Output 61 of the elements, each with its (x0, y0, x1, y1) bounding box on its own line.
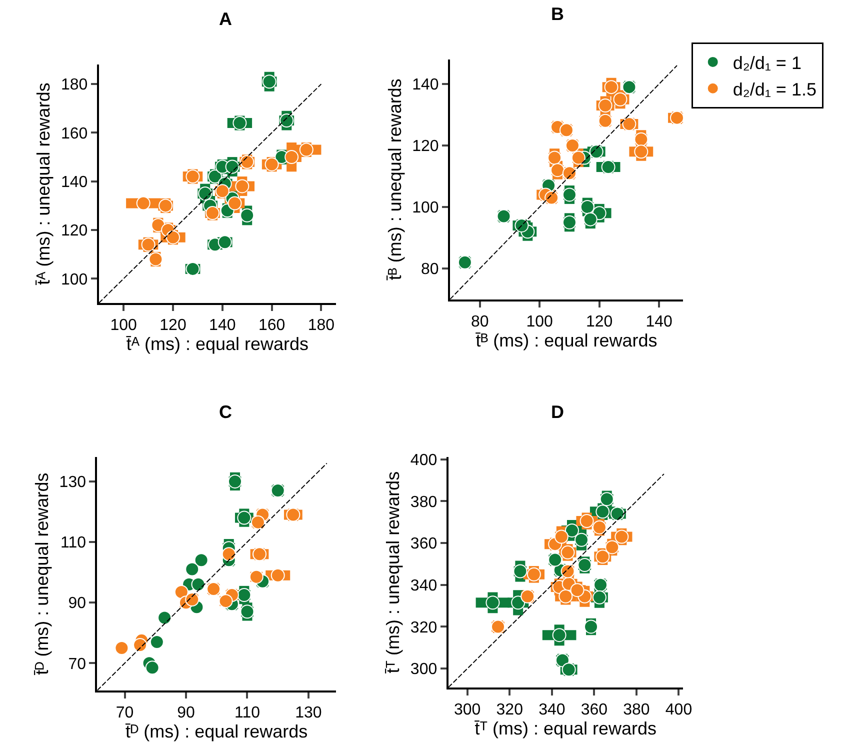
x-axis-title: t̄ᴰ (ms) : equal rewards (124, 722, 308, 742)
point (511, 596, 526, 610)
x-tick-label: 340 (538, 702, 566, 719)
x-tick-label: 180 (308, 317, 335, 334)
y-axis-title: t̄ᴰ (ms) : unequal rewards (32, 472, 52, 676)
x-tick-label: 320 (496, 702, 524, 719)
y-axis-title: t̄ᵀ (ms) : unequal rewards (383, 471, 404, 674)
y-tick-label: 360 (410, 536, 438, 553)
point (486, 596, 500, 610)
x-tick-label: 110 (234, 704, 260, 722)
y-tick-label: 380 (410, 494, 438, 511)
y-tick-label: 120 (412, 138, 439, 156)
y-tick-label: 80 (421, 261, 439, 278)
x-tick-label: 130 (295, 704, 322, 722)
chart-title: C (219, 402, 232, 422)
x-tick-label: 90 (177, 704, 196, 722)
y-tick-label: 180 (60, 76, 88, 94)
y-tick-label: 120 (60, 222, 88, 240)
x-axis-title: t̄ᵀ (ms) : equal rewards (474, 718, 657, 739)
y-tick-label: 90 (68, 595, 86, 612)
chart-title: A (219, 9, 232, 29)
y-tick-label: 140 (412, 76, 439, 94)
point (564, 523, 579, 538)
y-axis-title: t̄ᴬ (ms) : unequal rewards (34, 82, 54, 286)
x-tick-label: 120 (586, 313, 613, 330)
chart-title: B (551, 4, 564, 24)
x-tick-label: 160 (258, 317, 286, 334)
legend-label: d₂/d₁ = 1.5 (732, 79, 816, 100)
y-tick-label: 130 (59, 474, 86, 492)
x-tick-label: 300 (454, 702, 481, 719)
x-axis-title: t̄ᴮ (ms) : equal rewards (475, 330, 658, 350)
y-tick-label: 100 (412, 200, 439, 217)
y-tick-label: 140 (60, 174, 88, 191)
x-tick-label: 100 (110, 317, 138, 334)
y-tick-label: 320 (410, 619, 438, 636)
x-tick-label: 120 (160, 317, 186, 334)
x-tick-label: 140 (209, 317, 236, 334)
x-tick-label: 80 (470, 313, 489, 330)
point (235, 179, 250, 194)
point (284, 150, 299, 164)
point (634, 144, 648, 159)
y-tick-label: 400 (410, 452, 438, 469)
point (228, 196, 242, 210)
legend-label: d₂/d₁ = 1 (732, 52, 802, 73)
x-tick-label: 400 (665, 702, 692, 719)
point (571, 150, 586, 165)
x-tick-label: 140 (646, 313, 673, 330)
y-tick-label: 110 (60, 534, 86, 552)
y-tick-label: 70 (68, 656, 86, 673)
point (552, 628, 566, 642)
y-tick-label: 300 (410, 661, 438, 678)
x-tick-label: 100 (526, 313, 554, 330)
chart-title: D (551, 402, 564, 422)
x-tick-label: 360 (580, 702, 608, 719)
x-tick-label: 70 (116, 704, 134, 722)
x-axis-title: t̄ᴬ (ms) : equal rewards (126, 334, 309, 354)
y-tick-label: 160 (60, 125, 88, 142)
y-tick-label: 340 (410, 577, 438, 594)
y-tick-label: 100 (60, 271, 88, 288)
y-axis-title: t̄ᴮ (ms) : unequal rewards (384, 78, 405, 281)
x-tick-label: 380 (623, 702, 650, 719)
